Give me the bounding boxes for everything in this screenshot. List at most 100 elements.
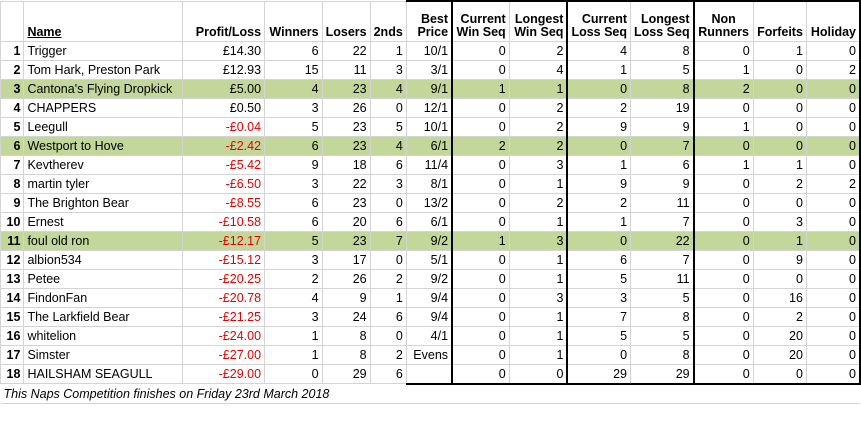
profit-loss-cell[interactable]: -£29.00 — [181, 363, 266, 384]
winners-cell[interactable]: 3 — [264, 306, 323, 327]
rank-cell[interactable]: 8 — [0, 173, 25, 194]
best-price-cell[interactable]: 11/4 — [405, 154, 453, 175]
current-win-seq-cell[interactable]: 0 — [451, 363, 510, 385]
profit-loss-cell[interactable]: -£15.12 — [181, 249, 266, 270]
longest-loss-seq-cell[interactable]: 22 — [630, 230, 695, 251]
longest-win-seq-cell[interactable]: 1 — [508, 306, 569, 327]
header-longest-loss-seq[interactable]: Longest Loss Seq — [630, 0, 695, 42]
holiday-cell[interactable]: 0 — [805, 306, 861, 327]
longest-loss-seq-cell[interactable]: 8 — [630, 40, 695, 61]
name-cell[interactable]: Tom Hark, Preston Park — [23, 59, 183, 80]
winners-cell[interactable]: 5 — [264, 116, 323, 137]
rank-cell[interactable]: 15 — [0, 306, 25, 327]
profit-loss-cell[interactable]: -£0.04 — [181, 116, 266, 137]
seconds-cell[interactable]: 6 — [369, 306, 407, 327]
longest-loss-seq-cell[interactable]: 11 — [630, 268, 695, 289]
longest-win-seq-cell[interactable]: 1 — [508, 211, 569, 232]
winners-cell[interactable]: 4 — [264, 287, 323, 308]
current-loss-seq-cell[interactable]: 0 — [566, 78, 632, 99]
seconds-cell[interactable]: 7 — [369, 230, 407, 251]
seconds-cell[interactable]: 0 — [369, 325, 407, 346]
name-cell[interactable]: foul old ron — [23, 230, 183, 251]
current-loss-seq-cell[interactable]: 0 — [566, 135, 632, 156]
longest-win-seq-cell[interactable]: 1 — [508, 78, 569, 99]
best-price-cell[interactable]: 9/2 — [405, 268, 453, 289]
longest-win-seq-cell[interactable]: 2 — [508, 116, 569, 137]
current-win-seq-cell[interactable]: 0 — [451, 306, 510, 327]
longest-win-seq-cell[interactable]: 1 — [508, 249, 569, 270]
longest-loss-seq-cell[interactable]: 8 — [630, 344, 695, 365]
losers-cell[interactable]: 22 — [321, 40, 371, 61]
best-price-cell[interactable]: 9/4 — [405, 287, 453, 308]
seconds-cell[interactable]: 0 — [369, 97, 407, 118]
non-runners-cell[interactable]: 0 — [693, 363, 754, 385]
holiday-cell[interactable]: 2 — [805, 59, 861, 80]
seconds-cell[interactable]: 1 — [369, 40, 407, 61]
longest-loss-seq-cell[interactable]: 6 — [630, 154, 695, 175]
seconds-cell[interactable]: 2 — [369, 268, 407, 289]
non-runners-cell[interactable]: 0 — [693, 306, 754, 327]
holiday-cell[interactable]: 0 — [805, 192, 861, 213]
forfeits-cell[interactable]: 0 — [752, 116, 807, 137]
losers-cell[interactable]: 26 — [321, 268, 371, 289]
header-holiday[interactable]: Holiday — [805, 0, 861, 42]
rank-cell[interactable]: 1 — [0, 40, 25, 61]
winners-cell[interactable]: 3 — [264, 249, 323, 270]
current-win-seq-cell[interactable]: 0 — [451, 59, 510, 80]
forfeits-cell[interactable]: 0 — [752, 59, 807, 80]
best-price-cell[interactable]: 13/2 — [405, 192, 453, 213]
header-seconds[interactable]: 2nds — [369, 0, 407, 42]
best-price-cell[interactable]: 8/1 — [405, 173, 453, 194]
profit-loss-cell[interactable]: £12.93 — [181, 59, 266, 80]
losers-cell[interactable]: 22 — [321, 173, 371, 194]
holiday-cell[interactable]: 0 — [805, 78, 861, 99]
forfeits-cell[interactable]: 20 — [752, 344, 807, 365]
profit-loss-cell[interactable]: £14.30 — [181, 40, 266, 61]
name-cell[interactable]: The Brighton Bear — [23, 192, 183, 213]
seconds-cell[interactable]: 3 — [369, 59, 407, 80]
current-loss-seq-cell[interactable]: 0 — [566, 344, 632, 365]
longest-win-seq-cell[interactable]: 2 — [508, 97, 569, 118]
header-profit-loss[interactable]: Profit/Loss — [181, 0, 266, 42]
seconds-cell[interactable]: 3 — [369, 173, 407, 194]
forfeits-cell[interactable]: 1 — [752, 40, 807, 61]
name-cell[interactable]: CHAPPERS — [23, 97, 183, 118]
winners-cell[interactable]: 6 — [264, 135, 323, 156]
seconds-cell[interactable]: 4 — [369, 78, 407, 99]
profit-loss-cell[interactable]: -£21.25 — [181, 306, 266, 327]
name-cell[interactable]: Westport to Hove — [23, 135, 183, 156]
winners-cell[interactable]: 3 — [264, 97, 323, 118]
rank-cell[interactable]: 4 — [0, 97, 25, 118]
non-runners-cell[interactable]: 1 — [693, 116, 754, 137]
best-price-cell[interactable]: 10/1 — [405, 116, 453, 137]
longest-win-seq-cell[interactable]: 1 — [508, 268, 569, 289]
current-win-seq-cell[interactable]: 0 — [451, 249, 510, 270]
longest-loss-seq-cell[interactable]: 7 — [630, 211, 695, 232]
longest-loss-seq-cell[interactable]: 8 — [630, 78, 695, 99]
rank-cell[interactable]: 9 — [0, 192, 25, 213]
winners-cell[interactable]: 9 — [264, 154, 323, 175]
winners-cell[interactable]: 6 — [264, 211, 323, 232]
name-cell[interactable]: Simster — [23, 344, 183, 365]
longest-loss-seq-cell[interactable]: 9 — [630, 116, 695, 137]
holiday-cell[interactable]: 2 — [805, 173, 861, 194]
current-win-seq-cell[interactable]: 0 — [451, 173, 510, 194]
best-price-cell[interactable]: 5/1 — [405, 249, 453, 270]
rank-cell[interactable]: 18 — [0, 363, 25, 384]
winners-cell[interactable]: 1 — [264, 325, 323, 346]
longest-win-seq-cell[interactable]: 2 — [508, 40, 569, 61]
winners-cell[interactable]: 6 — [264, 192, 323, 213]
current-win-seq-cell[interactable]: 0 — [451, 325, 510, 346]
holiday-cell[interactable]: 0 — [805, 135, 861, 156]
rank-cell[interactable]: 7 — [0, 154, 25, 175]
rank-cell[interactable]: 5 — [0, 116, 25, 137]
non-runners-cell[interactable]: 0 — [693, 249, 754, 270]
losers-cell[interactable]: 11 — [321, 59, 371, 80]
forfeits-cell[interactable]: 1 — [752, 154, 807, 175]
losers-cell[interactable]: 9 — [321, 287, 371, 308]
holiday-cell[interactable]: 0 — [805, 97, 861, 118]
non-runners-cell[interactable]: 0 — [693, 287, 754, 308]
longest-win-seq-cell[interactable]: 4 — [508, 59, 569, 80]
longest-loss-seq-cell[interactable]: 7 — [630, 135, 695, 156]
holiday-cell[interactable]: 0 — [805, 230, 861, 251]
